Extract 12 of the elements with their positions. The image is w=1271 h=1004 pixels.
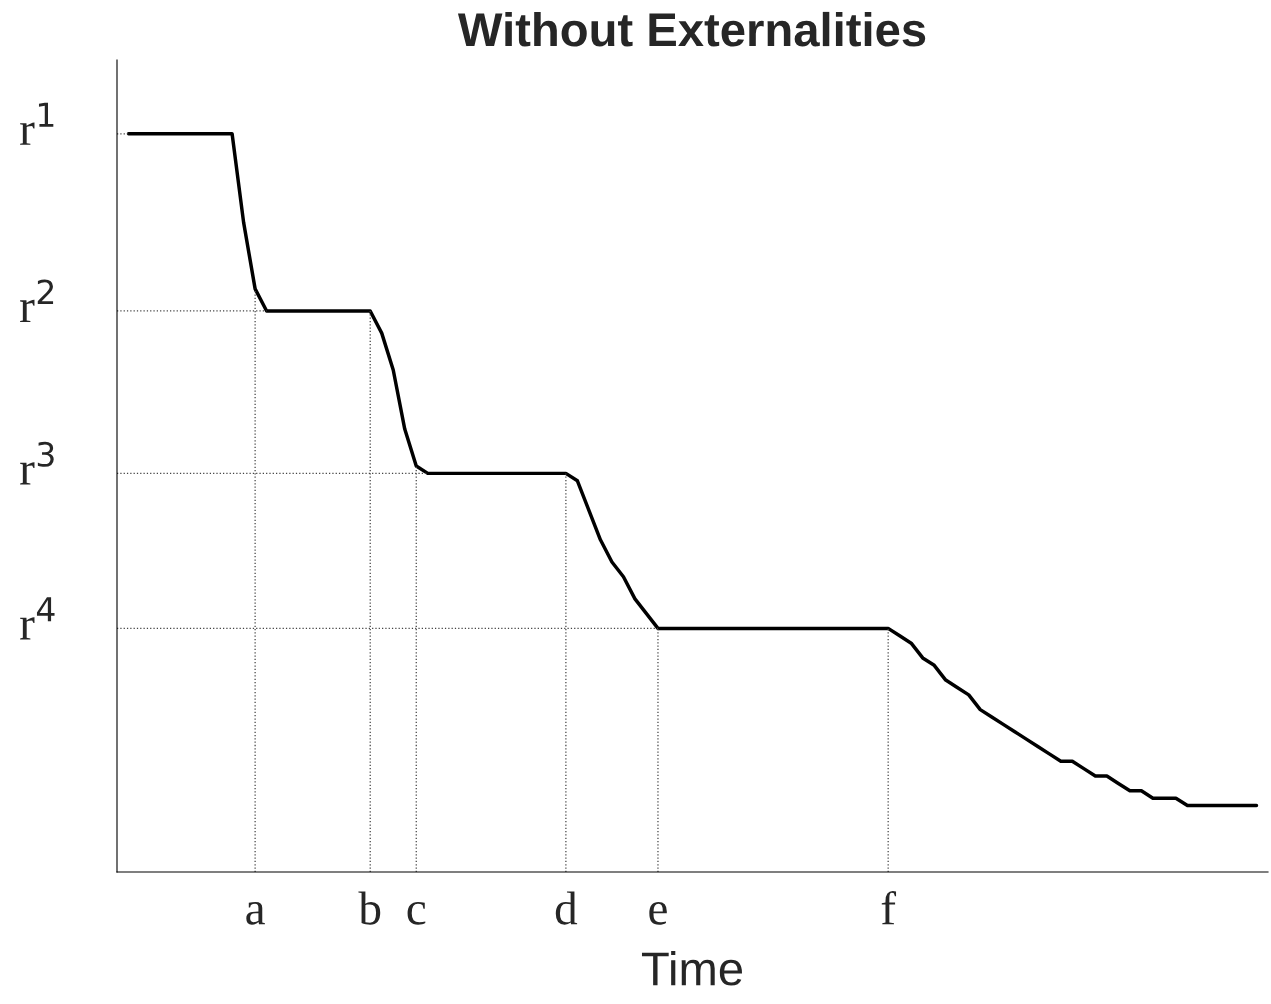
- ref-line-label: r$^{3}$: [20, 441, 54, 485]
- chart-title: Without Externalities: [457, 11, 926, 47]
- ref-line-label: r$^{1}$: [20, 102, 54, 145]
- ref-line-label: r$^{2}$: [20, 279, 54, 323]
- x-axis-title: Time: [641, 950, 742, 986]
- x-tick-label: e: [649, 901, 667, 925]
- ref-line-label: r$^{4}$: [20, 597, 55, 640]
- x-tick-label: b: [358, 891, 381, 925]
- x-tick-label: d: [555, 891, 578, 925]
- x-tick-label: a: [246, 902, 265, 925]
- x-tick-label: f: [881, 890, 897, 925]
- x-tick-label: c: [407, 901, 426, 925]
